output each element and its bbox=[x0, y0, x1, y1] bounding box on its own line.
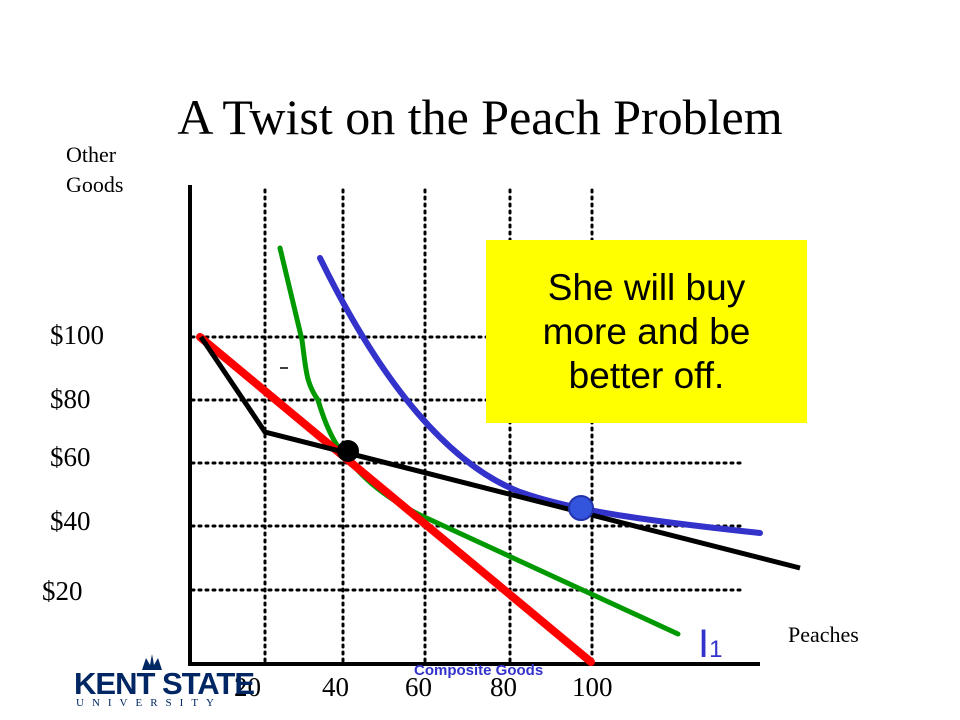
curve-label-letter: I bbox=[698, 622, 710, 666]
y-axis-label-line1: Other bbox=[66, 142, 117, 167]
logo-text: KENT STATE bbox=[74, 666, 255, 701]
curve-label-subscript: 1 bbox=[709, 636, 723, 663]
original-optimum-point bbox=[337, 440, 359, 462]
x-tick-60: 60 bbox=[405, 672, 432, 702]
y-axis-label-line2: Goods bbox=[66, 172, 124, 197]
y-tick-80: $80 bbox=[50, 384, 91, 414]
x-tick-100: 100 bbox=[572, 672, 613, 702]
y-axis-label: Other Goods bbox=[66, 140, 123, 200]
y-tick-100: $100 bbox=[50, 320, 104, 350]
callout-text: She will buy more and be better off. bbox=[542, 266, 751, 396]
logo-mark-icon bbox=[142, 654, 162, 670]
x-tick-40: 40 bbox=[322, 672, 349, 702]
footer-label: Composite Goods bbox=[414, 662, 544, 679]
callout-box: She will buy more and be better off. bbox=[486, 240, 807, 423]
y-tick-60: $60 bbox=[50, 442, 91, 472]
original-budget-line bbox=[196, 333, 595, 666]
new-optimum-point bbox=[568, 495, 594, 521]
indifference-curve-2 bbox=[317, 255, 763, 536]
curve-label: I1 bbox=[698, 624, 722, 664]
slide-title: A Twist on the Peach Problem bbox=[177, 89, 783, 145]
y-tick-40: $40 bbox=[50, 506, 91, 536]
x-axis-label: Peaches bbox=[788, 622, 859, 647]
x-tick-20: 20 bbox=[234, 672, 261, 702]
kinked-budget-line bbox=[198, 335, 801, 571]
x-tick-80: 80 bbox=[490, 672, 517, 702]
y-tick-20: $20 bbox=[42, 576, 83, 606]
logo-subtext: UNIVERSITY bbox=[76, 697, 222, 709]
